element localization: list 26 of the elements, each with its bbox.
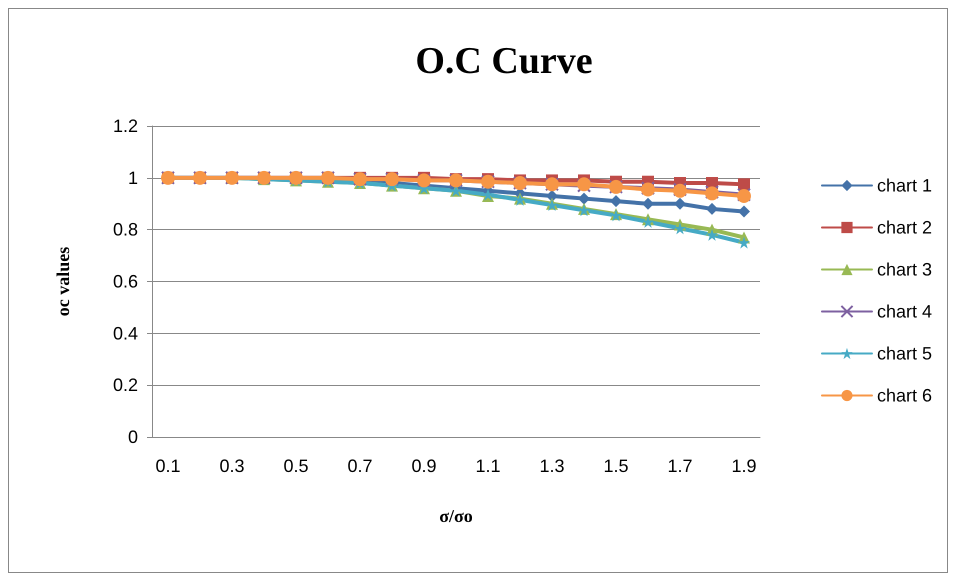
x-tick-label: 0.5 xyxy=(283,456,309,476)
x-tick-label: 0.3 xyxy=(219,456,245,476)
legend-label: chart 2 xyxy=(876,218,932,238)
legend-label: chart 3 xyxy=(876,260,932,280)
y-tick-label: 0.8 xyxy=(112,220,138,240)
y-tick-label: 0.6 xyxy=(112,272,138,292)
x-tick-label: 0.1 xyxy=(155,456,181,476)
y-axis-title: oc values xyxy=(53,246,73,316)
y-tick-label: 1.2 xyxy=(112,116,138,136)
legend-label: chart 5 xyxy=(876,344,932,364)
x-tick-label: 1.1 xyxy=(475,456,501,476)
y-tick-label: 1 xyxy=(128,168,138,188)
x-tick-label: 0.7 xyxy=(347,456,373,476)
x-tick-label: 1.9 xyxy=(731,456,757,476)
x-axis-title: σ/σo xyxy=(439,506,473,526)
x-tick-label: 1.7 xyxy=(667,456,693,476)
chart-title: O.C Curve xyxy=(415,40,593,82)
y-tick-label: 0 xyxy=(128,427,138,447)
legend-label: chart 6 xyxy=(876,386,932,406)
x-tick-label: 0.9 xyxy=(411,456,437,476)
x-tick-label: 1.3 xyxy=(539,456,565,476)
y-tick-label: 0.4 xyxy=(112,323,138,344)
y-tick-label: 0.2 xyxy=(112,375,138,396)
legend-label: chart 1 xyxy=(876,176,932,196)
x-tick-label: 1.5 xyxy=(603,456,629,476)
legend-label: chart 4 xyxy=(876,302,932,322)
